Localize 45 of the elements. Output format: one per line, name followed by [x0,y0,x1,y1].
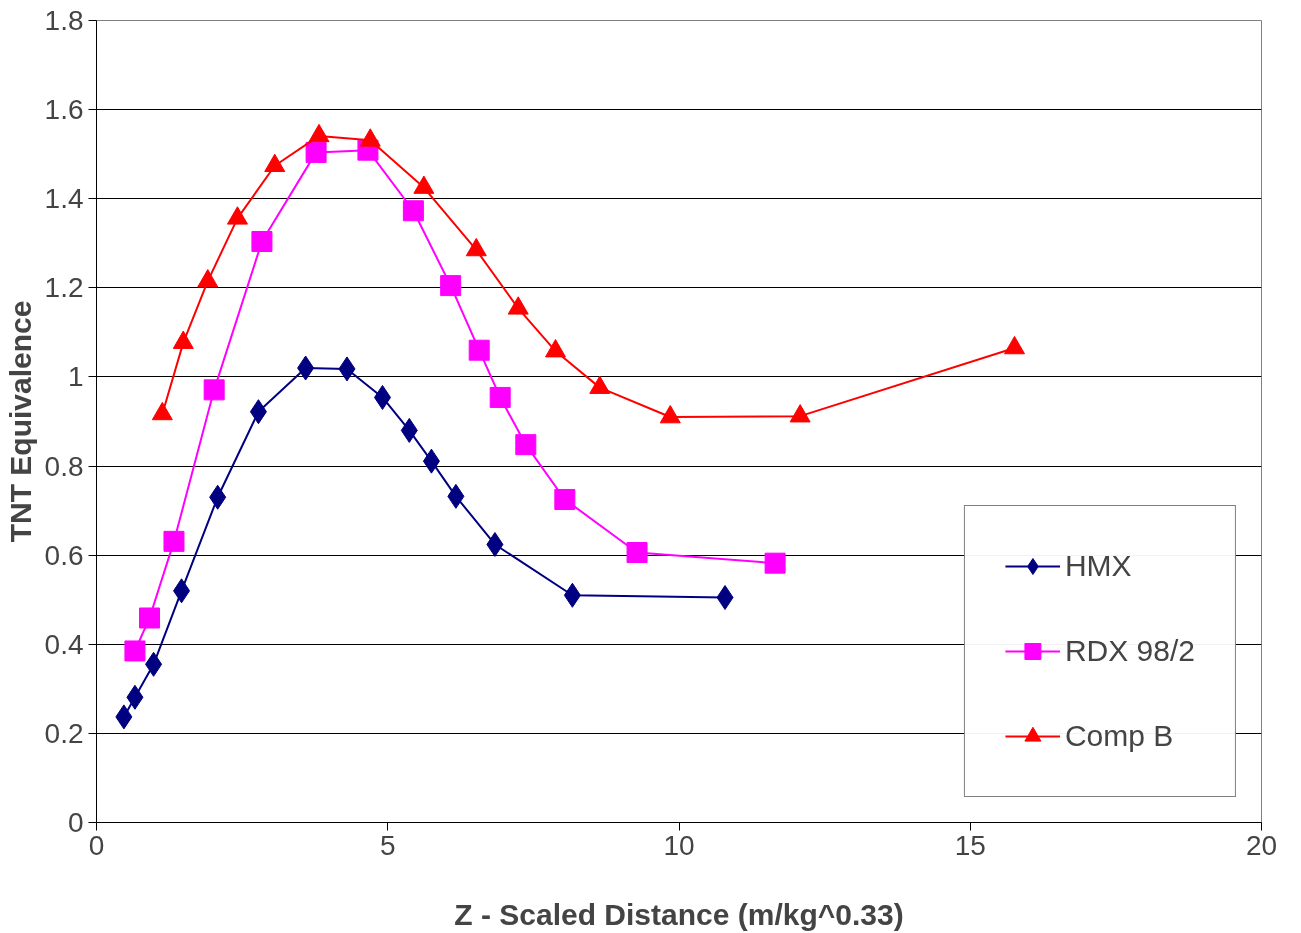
y-tick-label: 1.6 [44,94,84,126]
point [413,175,435,194]
point [308,123,330,143]
y-tick-label: 1.4 [44,183,84,215]
point [203,379,225,401]
x-tick-label: 10 [663,829,695,861]
point [545,339,567,358]
x-tick-label: 0 [88,829,105,861]
point [197,269,219,288]
y-tick-label: 0 [67,807,84,838]
y-tick-label: 0.4 [44,628,84,660]
point [264,153,286,173]
point [465,237,487,257]
point [589,375,611,394]
x-tick-label: 15 [954,829,986,861]
point [468,339,490,361]
y-tick-label: 1 [67,361,84,393]
point [1004,335,1026,355]
point [507,296,529,315]
point [626,541,648,563]
point [151,401,173,421]
y-tick-label: 1.8 [44,5,84,36]
point [359,128,381,147]
y-tick-label: 0.2 [44,717,84,749]
point [515,434,537,456]
point [172,330,194,349]
legend-label: Comp B [1064,719,1174,753]
x-tick-label: 20 [1245,829,1278,861]
y-axis-title: TNT Equivalence [3,300,37,543]
point [124,640,146,662]
legend-label: RDX 98/2 [1064,634,1195,668]
point [139,607,161,629]
x-axis-title: Z - Scaled Distance (m/kg^0.33) [454,897,904,931]
point [163,530,185,552]
point [789,404,811,423]
y-tick-label: 1.2 [44,272,84,304]
point [554,488,576,510]
point [226,206,248,225]
x-tick-label: 5 [379,829,396,861]
legend-label: HMX [1064,549,1132,583]
y-tick-label: 0.8 [44,450,84,482]
point [659,405,681,424]
y-tick-label: 0.6 [44,539,84,571]
point [489,386,511,408]
point [764,552,786,574]
